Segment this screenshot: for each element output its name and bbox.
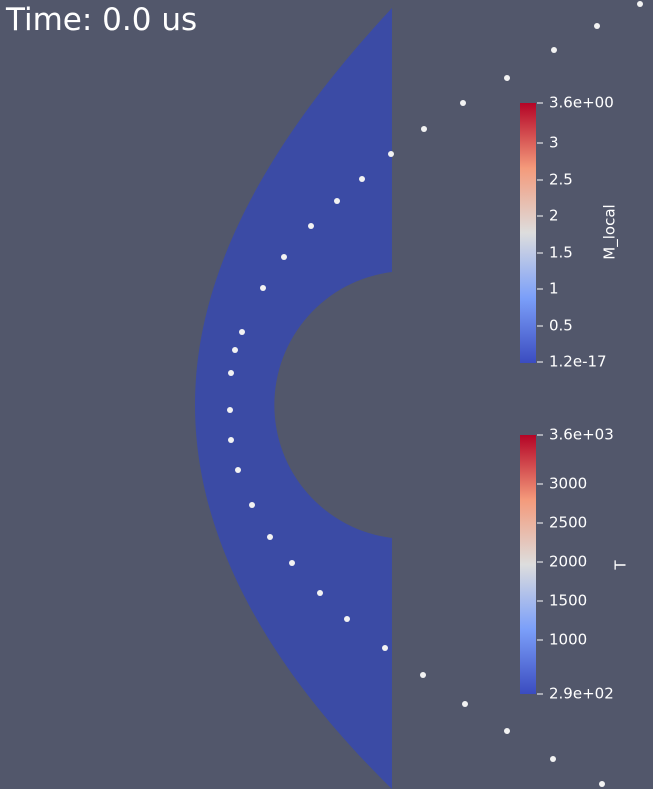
cb2-tick-label: 2500 [549, 513, 588, 532]
probe-points [227, 1, 643, 787]
probe-point [232, 347, 238, 353]
cb1-tick-label: 1.5 [549, 243, 573, 262]
probe-point [308, 223, 314, 229]
cb1-tick-label: 1.2e-17 [549, 352, 607, 371]
cb2-tick-label: 2000 [549, 552, 588, 571]
probe-point [599, 781, 605, 787]
probe-point [227, 407, 233, 413]
cb2-tick-label: 3.6e+03 [549, 425, 614, 444]
probe-point [239, 329, 245, 335]
probe-point [228, 437, 234, 443]
colorbar-m-local-title: M_local [600, 204, 619, 260]
probe-point [228, 370, 234, 376]
cb1-tick-label: 2.5 [549, 170, 573, 189]
cb1-tick-label: 1 [549, 279, 559, 298]
colorbar-m-local [520, 102, 543, 363]
colorbar-t-gradient [520, 435, 536, 694]
probe-point [594, 23, 600, 29]
probe-point [421, 126, 427, 132]
probe-point [235, 467, 241, 473]
probe-point [249, 502, 255, 508]
cb2-tick-label: 2.9e+02 [549, 684, 614, 703]
cb2-tick-label: 1500 [549, 591, 588, 610]
colorbar-t [520, 434, 543, 695]
cb1-tick-label: 3 [549, 133, 559, 152]
probe-point [504, 75, 510, 81]
probe-point [317, 590, 323, 596]
probe-point [289, 560, 295, 566]
probe-point [260, 285, 266, 291]
probe-point [550, 756, 556, 762]
probe-point [462, 701, 468, 707]
probe-point [359, 176, 365, 182]
probe-point [460, 100, 466, 106]
probe-point [334, 198, 340, 204]
probe-point [281, 254, 287, 260]
cb2-tick-label: 1000 [549, 630, 588, 649]
time-annotation: Time: 0.0 us [6, 2, 198, 38]
colorbar-m-local-gradient [520, 103, 536, 363]
probe-point [420, 672, 426, 678]
probe-point [344, 616, 350, 622]
probe-point [388, 151, 394, 157]
probe-point [504, 728, 510, 734]
probe-point [637, 1, 643, 7]
colorbar-t-title: T [611, 560, 630, 570]
probe-point [267, 534, 273, 540]
probe-point [382, 645, 388, 651]
cb1-tick-label: 3.6e+00 [549, 93, 614, 112]
cb2-tick-label: 3000 [549, 474, 588, 493]
domain-region [195, 8, 392, 789]
cb1-tick-label: 2 [549, 206, 559, 225]
cb1-tick-label: 0.5 [549, 316, 573, 335]
probe-point [551, 47, 557, 53]
